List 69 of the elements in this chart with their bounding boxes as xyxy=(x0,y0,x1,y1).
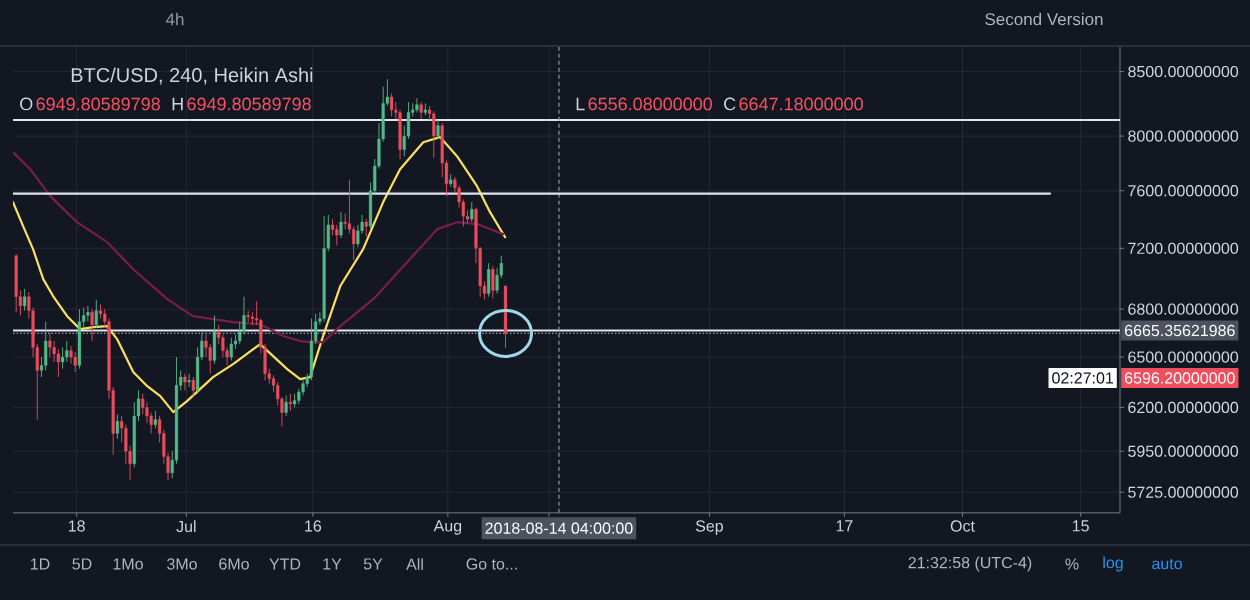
x-tick-label: Sep xyxy=(695,520,723,535)
candlestick xyxy=(183,373,187,391)
text: 1Mo xyxy=(113,558,143,570)
candlestick xyxy=(495,267,499,294)
y-tick-label: 5950.00000000 xyxy=(1128,445,1239,457)
text: % xyxy=(1065,558,1079,570)
text: Second Version xyxy=(985,12,1103,26)
text: 6596.20000000 xyxy=(1125,372,1235,384)
text: log xyxy=(1103,556,1123,572)
text: 21:32:58 (UTC-4) xyxy=(908,556,1032,572)
candlestick xyxy=(339,211,343,239)
y-tick-label: 8500.00000000 xyxy=(1128,65,1239,78)
x-tick-label: Jul xyxy=(176,520,196,533)
y-tick-label: 6200.00000000 xyxy=(1128,401,1239,414)
x-tick-label: 17 xyxy=(836,520,853,532)
candlestick xyxy=(191,376,195,398)
candlestick xyxy=(23,288,27,312)
candlestick xyxy=(491,265,495,299)
text: BTC/USD, 240, Heikin Ashi xyxy=(71,67,313,85)
annotation: 6949.80589798 xyxy=(187,97,311,111)
candlestick xyxy=(115,413,119,440)
candlestick xyxy=(145,401,149,424)
candlestick xyxy=(470,201,474,223)
y-tick-label: 6500.00000000 xyxy=(1128,351,1239,363)
text: 1Y xyxy=(323,558,342,570)
annotation: 6647.18000000 xyxy=(739,97,863,111)
text: 5Y xyxy=(363,558,383,570)
candlestick xyxy=(94,299,98,329)
candlestick xyxy=(390,92,394,117)
annotation: 02:27:01 xyxy=(1052,372,1114,384)
candlestick xyxy=(187,373,191,388)
y-tick-label: 8000.00000000 xyxy=(1128,130,1239,142)
text: 4h xyxy=(165,12,184,26)
annotation: O xyxy=(20,97,33,111)
candlestick xyxy=(436,119,440,140)
candlestick xyxy=(48,332,52,358)
candlestick xyxy=(69,345,73,365)
candlestick xyxy=(204,334,208,358)
annotation: 6556.08000000 xyxy=(588,97,713,111)
y-tick-label: 7200.00000000 xyxy=(1128,242,1239,254)
text: All xyxy=(406,558,423,570)
y-tick-label: 6800.00000000 xyxy=(1128,303,1239,315)
x-tick-label: Aug xyxy=(433,520,462,535)
line-series xyxy=(13,151,505,344)
annotation: L xyxy=(576,97,585,111)
candlestick xyxy=(284,394,288,417)
candlestick xyxy=(288,393,292,412)
text: auto xyxy=(1152,558,1182,570)
candlestick xyxy=(90,308,94,342)
y-tick-label: 5725.00000000 xyxy=(1128,486,1239,498)
text: 3Mo xyxy=(167,558,197,570)
text: YTD xyxy=(269,558,301,570)
text: 5D xyxy=(72,558,92,570)
x-tick-label: 16 xyxy=(305,520,322,532)
x-tick-label: 18 xyxy=(68,520,85,532)
text: 6Mo xyxy=(219,558,249,570)
annotation: C xyxy=(724,97,736,111)
ref-line-label: 6665.35621986 xyxy=(1125,324,1235,337)
text: 1D xyxy=(31,558,50,570)
text: Go to... xyxy=(466,558,517,570)
candlestick xyxy=(86,305,90,323)
ref-line-label: 2018-08-14 04:00:00 xyxy=(485,522,633,534)
x-tick-label: Oct xyxy=(950,520,975,532)
y-tick-label: 7600.00000000 xyxy=(1128,185,1239,197)
candlestick xyxy=(419,101,423,120)
x-tick-label: 15 xyxy=(1072,520,1089,532)
annotation: H xyxy=(172,97,183,111)
candlestick xyxy=(415,97,419,113)
annotation: 6949.80589798 xyxy=(36,97,160,111)
